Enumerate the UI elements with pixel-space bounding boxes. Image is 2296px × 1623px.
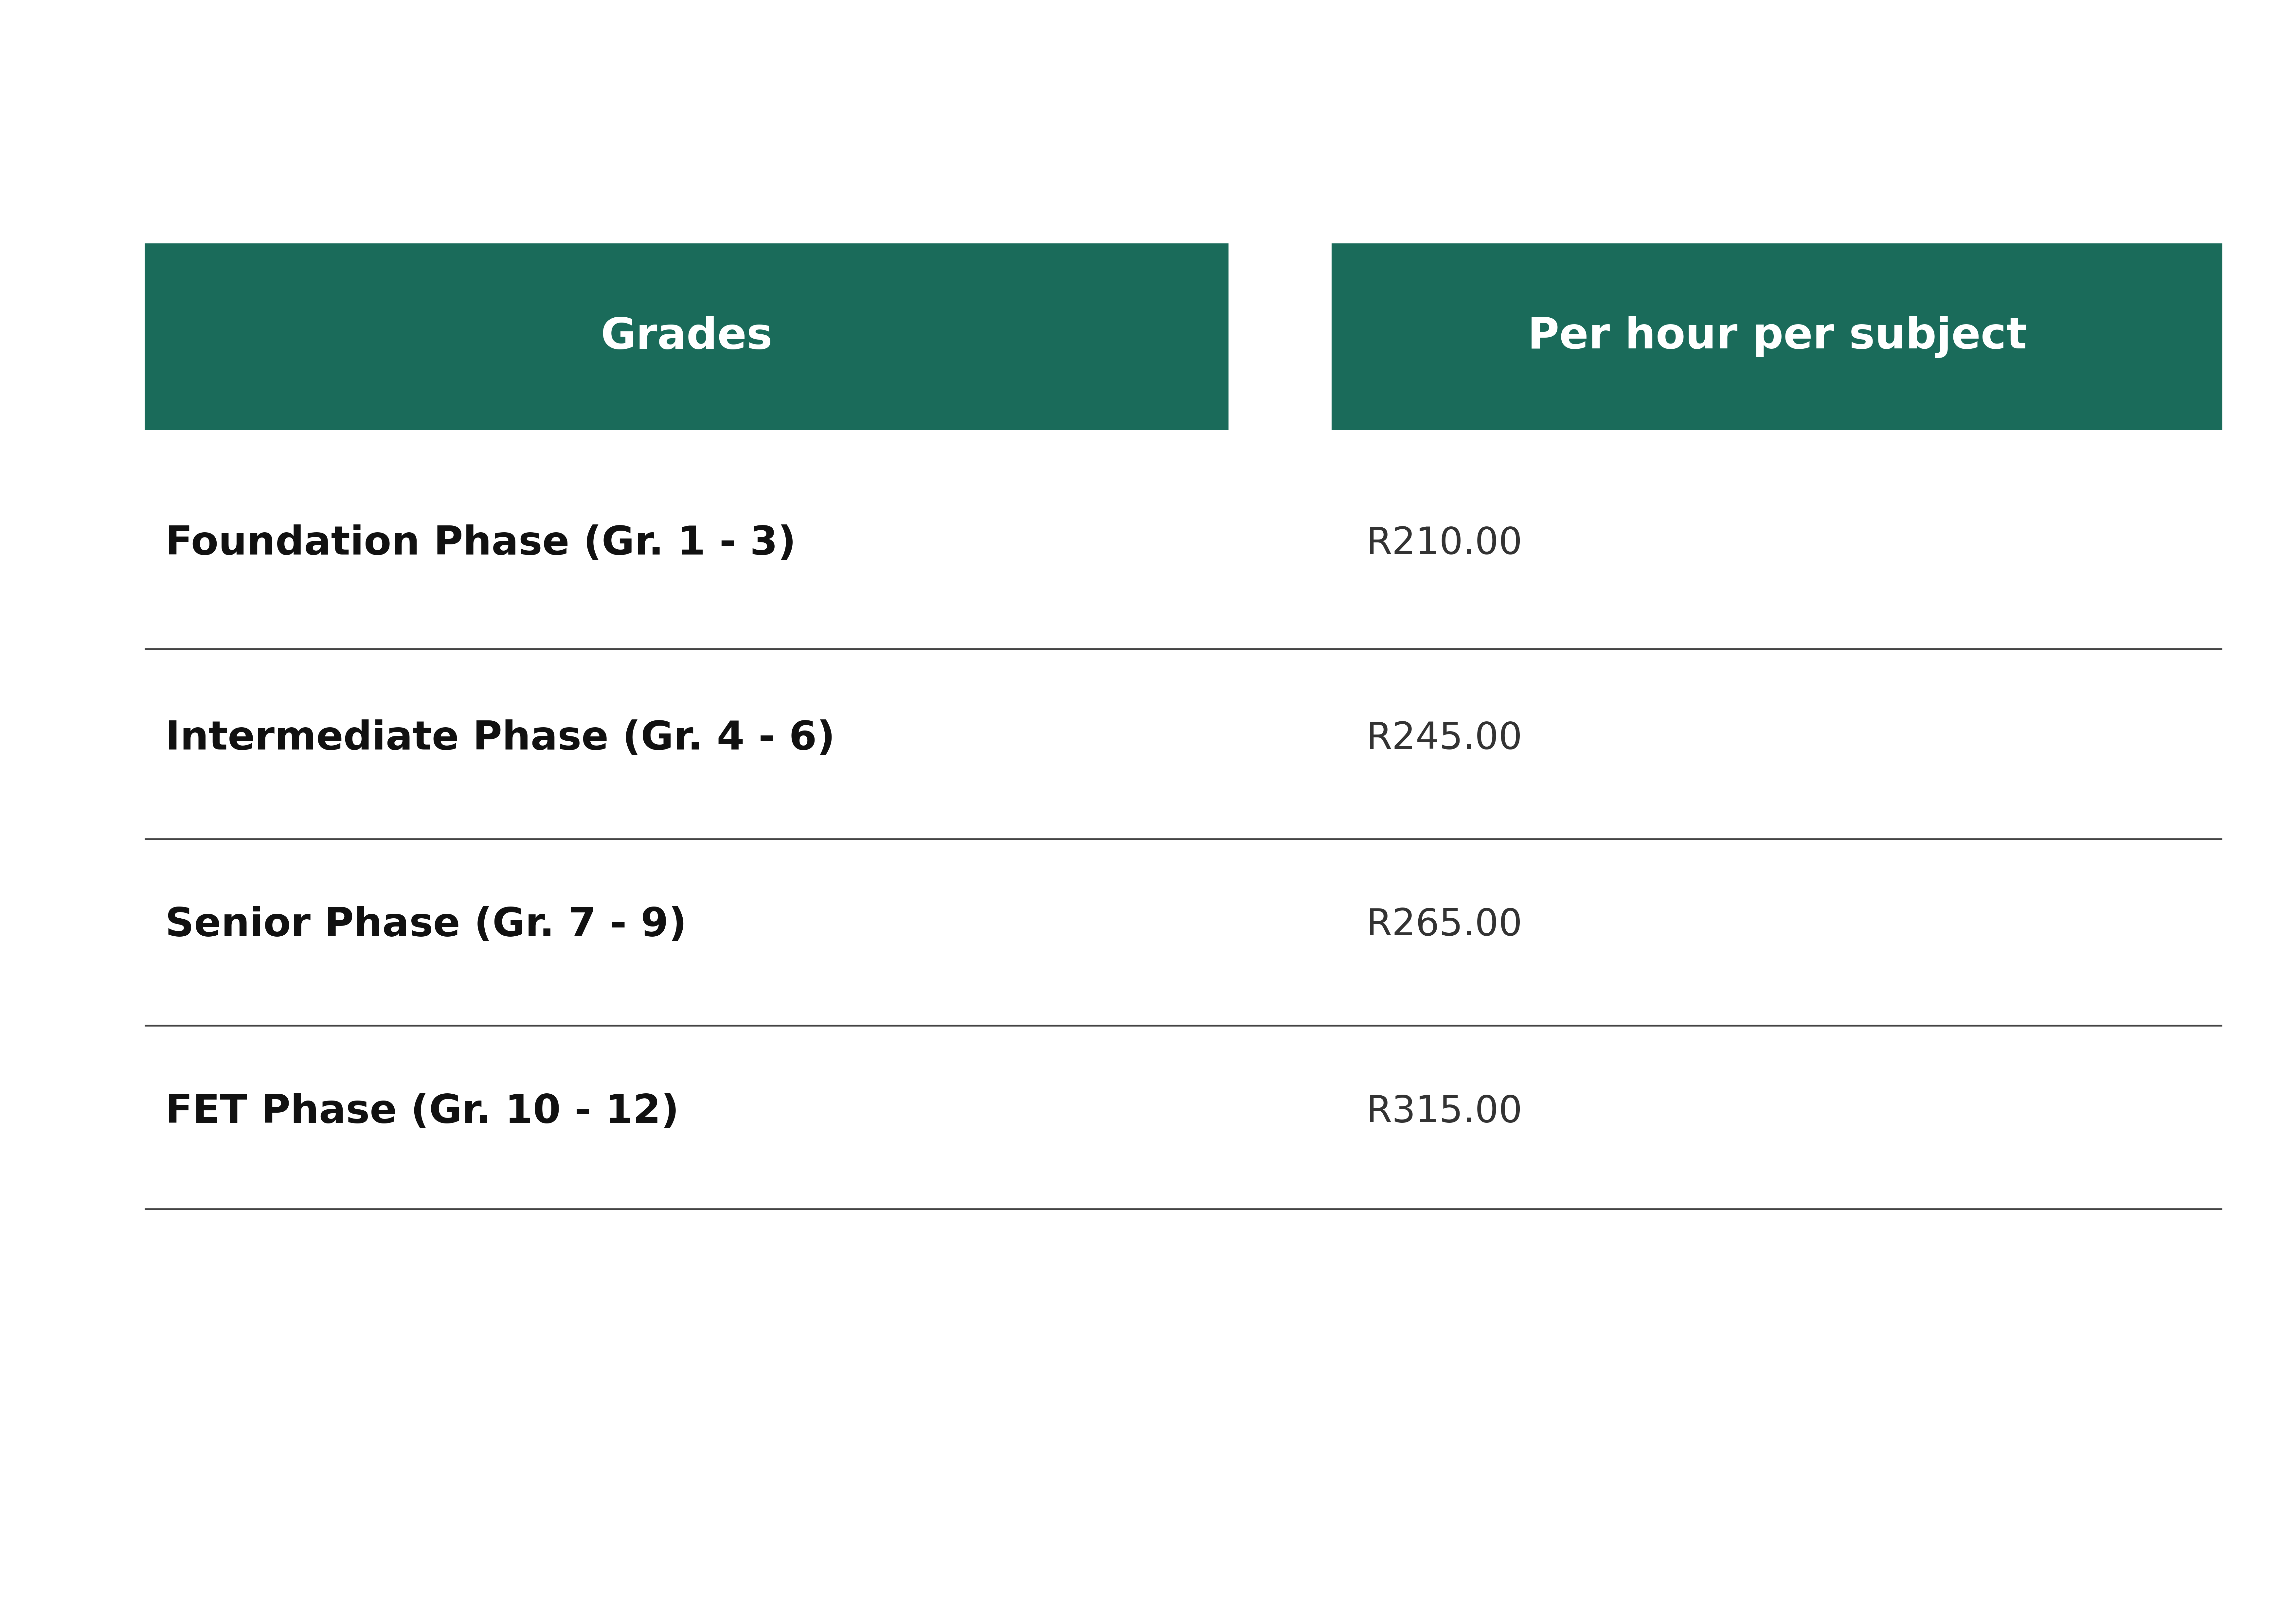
Text: Intermediate Phase (Gr. 4 - 6): Intermediate Phase (Gr. 4 - 6): [165, 719, 836, 758]
FancyBboxPatch shape: [1332, 243, 2223, 430]
Text: R265.00: R265.00: [1366, 907, 1522, 943]
Text: Senior Phase (Gr. 7 - 9): Senior Phase (Gr. 7 - 9): [165, 906, 687, 945]
FancyBboxPatch shape: [145, 243, 1228, 430]
Text: R210.00: R210.00: [1366, 526, 1522, 562]
Text: R315.00: R315.00: [1366, 1094, 1522, 1130]
Text: FET Phase (Gr. 10 - 12): FET Phase (Gr. 10 - 12): [165, 1092, 680, 1131]
Text: Foundation Phase (Gr. 1 - 3): Foundation Phase (Gr. 1 - 3): [165, 524, 797, 563]
Text: R245.00: R245.00: [1366, 721, 1522, 756]
Text: Per hour per subject: Per hour per subject: [1527, 315, 2027, 359]
Text: Grades: Grades: [602, 316, 771, 357]
